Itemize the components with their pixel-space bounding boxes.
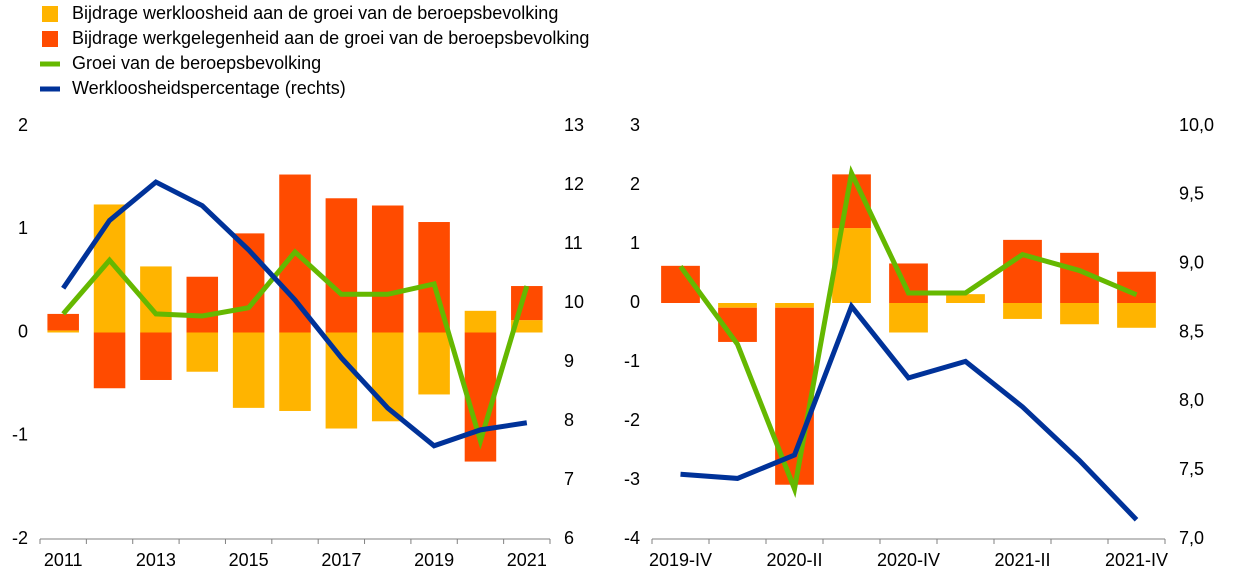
y-tick-label: -1	[624, 351, 640, 371]
y-tick-label: -2	[624, 410, 640, 430]
bar	[232, 332, 265, 408]
bar	[186, 332, 219, 372]
y-tick-label: -4	[624, 528, 640, 548]
y-tick-label: 0	[630, 292, 640, 312]
y-tick-label: 2	[630, 174, 640, 194]
x-tick-label: 2021-IV	[1105, 550, 1168, 570]
y2-tick-label: 13	[564, 115, 584, 135]
y2-tick-label: 9,5	[1179, 184, 1204, 204]
bar	[140, 332, 172, 380]
x-tick-label: 2021	[507, 550, 547, 570]
y2-tick-label: 10,0	[1179, 115, 1214, 135]
y-tick-label: 1	[630, 233, 640, 253]
line-series	[61, 179, 528, 449]
line-series	[680, 301, 1139, 522]
bar	[511, 320, 543, 333]
y2-tick-label: 9	[564, 351, 574, 371]
y2-tick-label: 6	[564, 528, 574, 548]
y2-tick-label: 7,5	[1179, 459, 1204, 479]
line-series	[61, 248, 530, 450]
legend-swatch	[42, 31, 58, 47]
x-tick-label: 2019	[414, 550, 454, 570]
y2-tick-label: 8,5	[1179, 321, 1204, 341]
bar	[93, 204, 126, 333]
bar	[371, 205, 404, 333]
x-tick-label: 2017	[321, 550, 361, 570]
y2-tick-label: 8,0	[1179, 390, 1204, 410]
bar	[325, 198, 358, 333]
y-tick-label: -2	[12, 528, 28, 548]
bar	[47, 330, 79, 333]
bar	[889, 303, 928, 333]
bar	[93, 332, 126, 389]
y-tick-label: -3	[624, 469, 640, 489]
y2-tick-label: 7,0	[1179, 528, 1204, 548]
y2-tick-label: 8	[564, 410, 574, 430]
bar	[1003, 239, 1042, 303]
x-tick-label: 2013	[136, 550, 176, 570]
legend-label: Werkloosheidspercentage (rechts)	[72, 78, 346, 98]
bar	[418, 332, 450, 395]
x-tick-label: 2021-II	[994, 550, 1050, 570]
bar	[1117, 303, 1156, 328]
y-tick-label: 0	[18, 321, 28, 341]
legend-label: Groei van de beroepsbevolking	[72, 53, 321, 73]
bar	[775, 303, 814, 308]
y-tick-label: 3	[630, 115, 640, 135]
x-tick-label: 2019-IV	[649, 550, 712, 570]
x-tick-label: 2020-IV	[877, 550, 940, 570]
y2-tick-label: 11	[564, 233, 583, 253]
y2-tick-label: 10	[564, 292, 584, 312]
y2-tick-label: 7	[564, 469, 574, 489]
bar	[464, 310, 497, 333]
x-tick-label: 2020-II	[766, 550, 822, 570]
line-series	[678, 165, 1138, 498]
y-tick-label: 1	[18, 218, 28, 238]
legend-label: Bijdrage werkloosheid aan de groei van d…	[72, 3, 558, 23]
bar	[47, 313, 79, 331]
x-tick-label: 2015	[229, 550, 269, 570]
y-tick-label: -1	[12, 425, 28, 445]
bar	[946, 294, 985, 303]
y2-tick-label: 12	[564, 174, 584, 194]
y2-tick-label: 9,0	[1179, 252, 1204, 272]
bar	[279, 332, 311, 411]
bar	[718, 303, 757, 308]
legend-label: Bijdrage werkgelegenheid aan de groei va…	[72, 28, 589, 48]
bar	[1060, 303, 1099, 325]
x-tick-label: 2011	[44, 550, 83, 570]
legend-swatch	[42, 6, 58, 22]
y-tick-label: 2	[18, 115, 28, 135]
bar	[186, 276, 219, 333]
bar	[1003, 303, 1042, 319]
